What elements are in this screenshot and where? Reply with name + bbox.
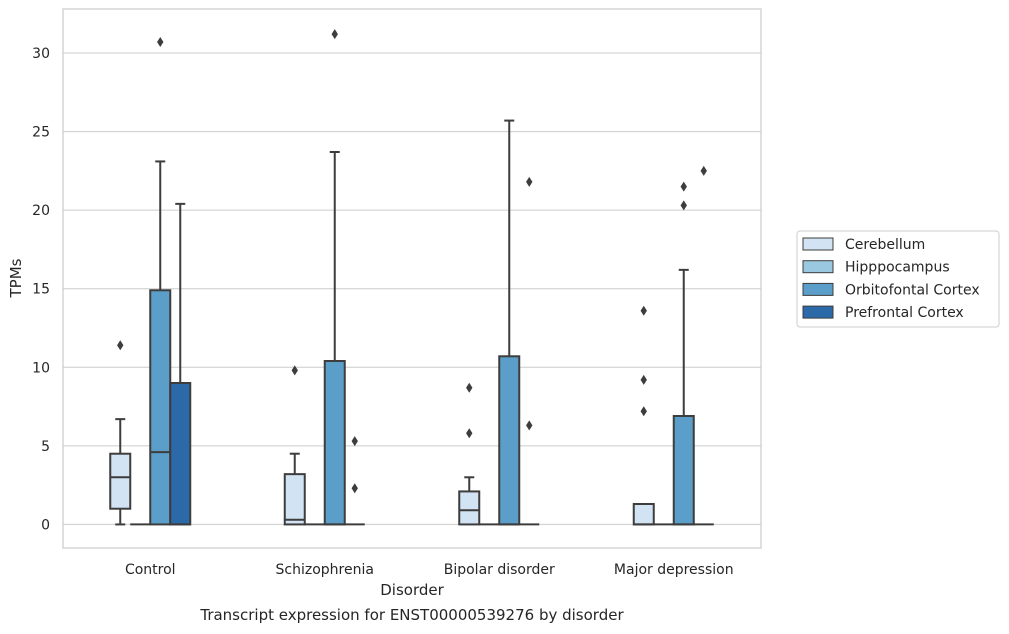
box-group [632,305,655,526]
box [283,473,306,526]
box [149,289,172,526]
legend-label: Orbitofontal Cortex [845,282,980,298]
legend-swatch [802,260,834,274]
legend-label: Cerebellum [845,237,925,253]
x-tick-label: Major depression [614,562,734,578]
y-tick-label: 30 [32,46,50,62]
y-tick-label: 25 [32,125,50,141]
outlier-point [680,181,687,192]
box-group [109,340,132,526]
outlier-point [640,406,647,417]
outlier-point [526,176,533,187]
legend: Cerebellum Hipppocampus Orbitofontal Corte… [796,230,1000,328]
legend-label: Hipppocampus [845,260,950,276]
x-tick-label: Bipolar disorder [444,562,555,578]
outlier-point [640,305,647,316]
y-axis-label: TPMs [7,258,25,298]
legend-label: Prefrontal Cortex [845,305,964,321]
outlier-point [157,37,164,47]
box [632,503,655,526]
box-group [458,382,481,526]
box-group [672,181,695,526]
legend-swatch [802,282,834,296]
x-tick-label: Schizophrenia [276,562,374,578]
box-group [283,365,306,526]
y-tick-labels: 0 5 10 15 20 25 30 [32,46,50,533]
box-group [169,202,192,526]
plot-frame [62,8,762,549]
y-tick-label: 0 [41,517,50,533]
box [498,355,521,526]
outlier-point [291,365,298,376]
y-tick-label: 5 [41,439,50,455]
legend-swatch [802,305,834,319]
outlier-point [526,420,533,431]
x-tick-label: Control [125,562,176,578]
y-tick-label: 10 [32,360,50,376]
outlier-point [466,428,473,439]
outlier-point [700,165,707,176]
box-group [344,436,365,526]
outlier-point [331,29,338,40]
box [169,382,192,526]
box-group [323,29,346,526]
x-axis-label: Disorder [380,581,444,599]
box-series [109,29,714,526]
outlier-point [680,200,687,211]
box-group [519,176,540,526]
box-group [693,165,714,526]
box-group [498,119,521,526]
box [672,415,695,526]
x-tick-labels: Control Schizophrenia Bipolar disorder Majo… [125,562,734,578]
outlier-point [351,483,358,494]
figure-caption: Transcript expression for ENST0000053927… [200,606,624,624]
box [109,452,132,510]
y-tick-label: 15 [32,282,50,298]
legend-frame [796,230,1000,328]
outlier-point [117,340,124,351]
outlier-point [466,382,473,393]
box-group [149,37,172,526]
legend-swatch [802,237,834,251]
box [458,490,481,526]
box [323,360,346,526]
y-tick-label: 20 [32,203,50,219]
outlier-point [351,436,358,447]
outlier-point [640,374,647,385]
